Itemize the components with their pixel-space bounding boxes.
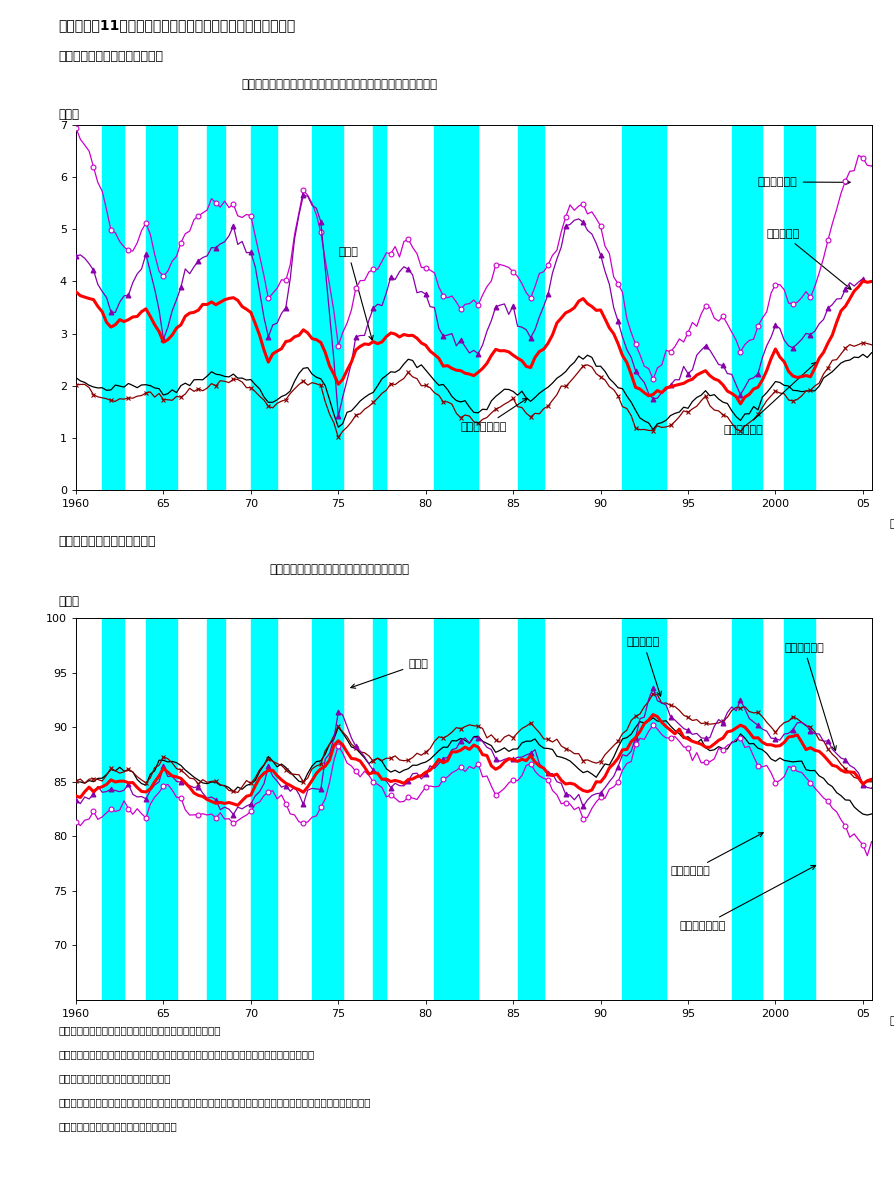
Bar: [518, 618, 544, 1000]
Bar: [434, 618, 478, 1000]
Bar: [374, 125, 386, 490]
Bar: [146, 618, 176, 1000]
Bar: [622, 618, 666, 1000]
Text: ３．後方４四半期移動平均。: ３．後方４四半期移動平均。: [58, 1073, 171, 1083]
Bar: [312, 125, 342, 490]
Bar: [312, 618, 342, 1000]
Bar: [102, 618, 124, 1000]
Text: （年）: （年）: [890, 519, 894, 529]
Text: （１）売上高経常利益率の推移: （１）売上高経常利益率の推移: [58, 50, 163, 63]
Text: 大中堅製造業: 大中堅製造業: [758, 177, 850, 188]
Text: ５．シャドー部は景気後退期。: ５．シャドー部は景気後退期。: [58, 1121, 177, 1131]
Text: 中小企業では損益分岐点比率の低下に足踏み: 中小企業では損益分岐点比率の低下に足踏み: [270, 563, 409, 576]
Text: 中小製造業: 中小製造業: [767, 230, 851, 290]
Text: ２．大中堅企業は資本金１億円以上、中小企業は資本金１千万円～１億円未満。: ２．大中堅企業は資本金１億円以上、中小企業は資本金１千万円～１億円未満。: [58, 1049, 315, 1059]
Bar: [207, 125, 224, 490]
Bar: [732, 125, 763, 490]
Bar: [102, 125, 124, 490]
Text: 大中堅非製造業: 大中堅非製造業: [460, 398, 527, 432]
Text: （年）: （年）: [890, 1017, 894, 1027]
Bar: [251, 125, 277, 490]
Text: 中小製造業: 中小製造業: [627, 637, 662, 696]
Text: （％）: （％）: [58, 108, 79, 121]
Text: 第１－１－11図　売上高経常利益率・損益分岐点比率の推移: 第１－１－11図 売上高経常利益率・損益分岐点比率の推移: [58, 18, 295, 32]
Bar: [251, 618, 277, 1000]
Text: （％）: （％）: [58, 595, 79, 608]
Text: 全産業: 全産業: [338, 248, 373, 340]
Text: 大中堅非製造業: 大中堅非製造業: [679, 865, 815, 932]
Text: （備考）　１．財務省「法人企業統計季報」により作成。: （備考） １．財務省「法人企業統計季報」により作成。: [58, 1025, 221, 1035]
Bar: [207, 618, 224, 1000]
Text: （２）損益分岐点比率の推移: （２）損益分岐点比率の推移: [58, 535, 156, 548]
Bar: [732, 618, 763, 1000]
Text: 全産業: 全産業: [350, 659, 428, 689]
Bar: [784, 618, 814, 1000]
Text: 大中堅製造業: 大中堅製造業: [670, 833, 763, 876]
Text: 中小非製造業: 中小非製造業: [723, 362, 816, 435]
Bar: [784, 125, 814, 490]
Bar: [622, 125, 666, 490]
Bar: [374, 618, 386, 1000]
Text: 中小非製造業: 中小非製造業: [784, 643, 836, 750]
Bar: [146, 125, 176, 490]
Text: 中小企業・非製造業では売上高経常利益率の改善にやや一服感: 中小企業・非製造業では売上高経常利益率の改善にやや一服感: [241, 78, 438, 91]
Bar: [518, 125, 544, 490]
Text: ４．損益分岐点比率＝（固定費／限界利益率）／売上高、限界利益率＝（売上高－変動費）／売上高: ４．損益分岐点比率＝（固定費／限界利益率）／売上高、限界利益率＝（売上高－変動費…: [58, 1097, 371, 1107]
Bar: [434, 125, 478, 490]
